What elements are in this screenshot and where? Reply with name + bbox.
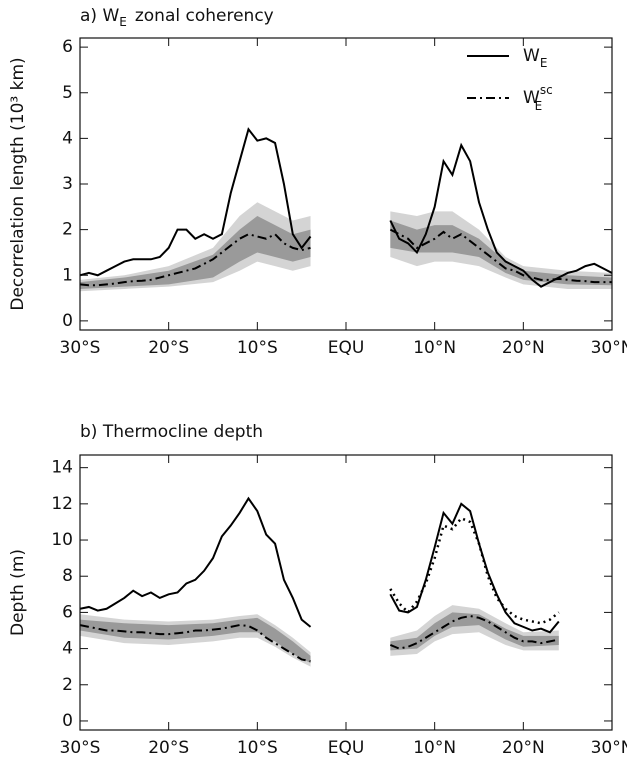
x-tick-label: 10°N: [413, 738, 456, 758]
series-line: [80, 127, 612, 288]
series-line: [389, 516, 560, 625]
title-subscript: E: [119, 15, 127, 29]
spread-band: [390, 612, 559, 651]
y-tick-label: 2: [62, 220, 73, 240]
x-tick-label: EQU: [328, 338, 365, 358]
legend-name: W: [523, 46, 540, 66]
y-tick-label: 6: [62, 37, 73, 57]
series-line: [80, 496, 560, 634]
y-tick-label: 6: [62, 602, 73, 622]
panel-title: a) WE zonal coherency: [80, 6, 274, 29]
x-tick-label: 20°S: [148, 338, 189, 358]
legend-subscript: E: [540, 56, 548, 70]
x-tick-label: 30°N: [591, 338, 627, 358]
y-tick-label: 12: [51, 494, 73, 514]
y-tick-label: 0: [62, 311, 73, 331]
y-axis-label: Depth (m): [8, 549, 28, 636]
title-rest: zonal coherency: [135, 6, 274, 26]
plot-area: [80, 127, 612, 292]
x-tick-label: 20°S: [148, 738, 189, 758]
x-tick-label: EQU: [328, 738, 365, 758]
title-main: b) Thermocline depth: [80, 422, 263, 442]
x-tick-label: 10°S: [237, 738, 278, 758]
y-axis-label: Decorrelation length (10³ km): [8, 57, 28, 310]
y-tick-label: 4: [62, 128, 73, 148]
series-line: [80, 228, 612, 287]
legend-label: Wsc E: [523, 83, 553, 113]
y-tick-label: 14: [51, 458, 73, 478]
panel: b) Thermocline depth Depth (m) 0 2 4 6 8 10 12 14…: [8, 422, 627, 758]
x-tick-label: 10°S: [237, 338, 278, 358]
legend-superscript: sc: [540, 83, 553, 97]
x-tick-label: 30°N: [591, 738, 627, 758]
axes-frame: [79, 454, 613, 731]
spread-band: [80, 215, 311, 289]
panel-title: b) Thermocline depth: [80, 422, 263, 442]
legend-label: WE: [523, 46, 547, 70]
plot-area: [80, 496, 560, 667]
y-tick-label: 8: [62, 566, 73, 586]
y-tick-label: 5: [62, 83, 73, 103]
y-tick-label: 0: [62, 711, 73, 731]
y-tick-label: 2: [62, 675, 73, 695]
x-tick-label: 10°N: [413, 338, 456, 358]
series-line: [80, 614, 560, 663]
y-tick-label: 3: [62, 174, 73, 194]
x-tick-label: 20°N: [502, 338, 545, 358]
legend-subscript: E: [535, 99, 543, 113]
y-tick-label: 4: [62, 639, 73, 659]
y-tick-label: 1: [62, 265, 73, 285]
legend-name: W: [523, 88, 540, 108]
x-tick-label: 20°N: [502, 738, 545, 758]
y-tick-label: 10: [51, 530, 73, 550]
x-tick-label: 30°S: [60, 738, 101, 758]
title-main: a) W: [80, 6, 119, 26]
spread-band: [390, 220, 612, 286]
x-tick-label: 30°S: [60, 338, 101, 358]
